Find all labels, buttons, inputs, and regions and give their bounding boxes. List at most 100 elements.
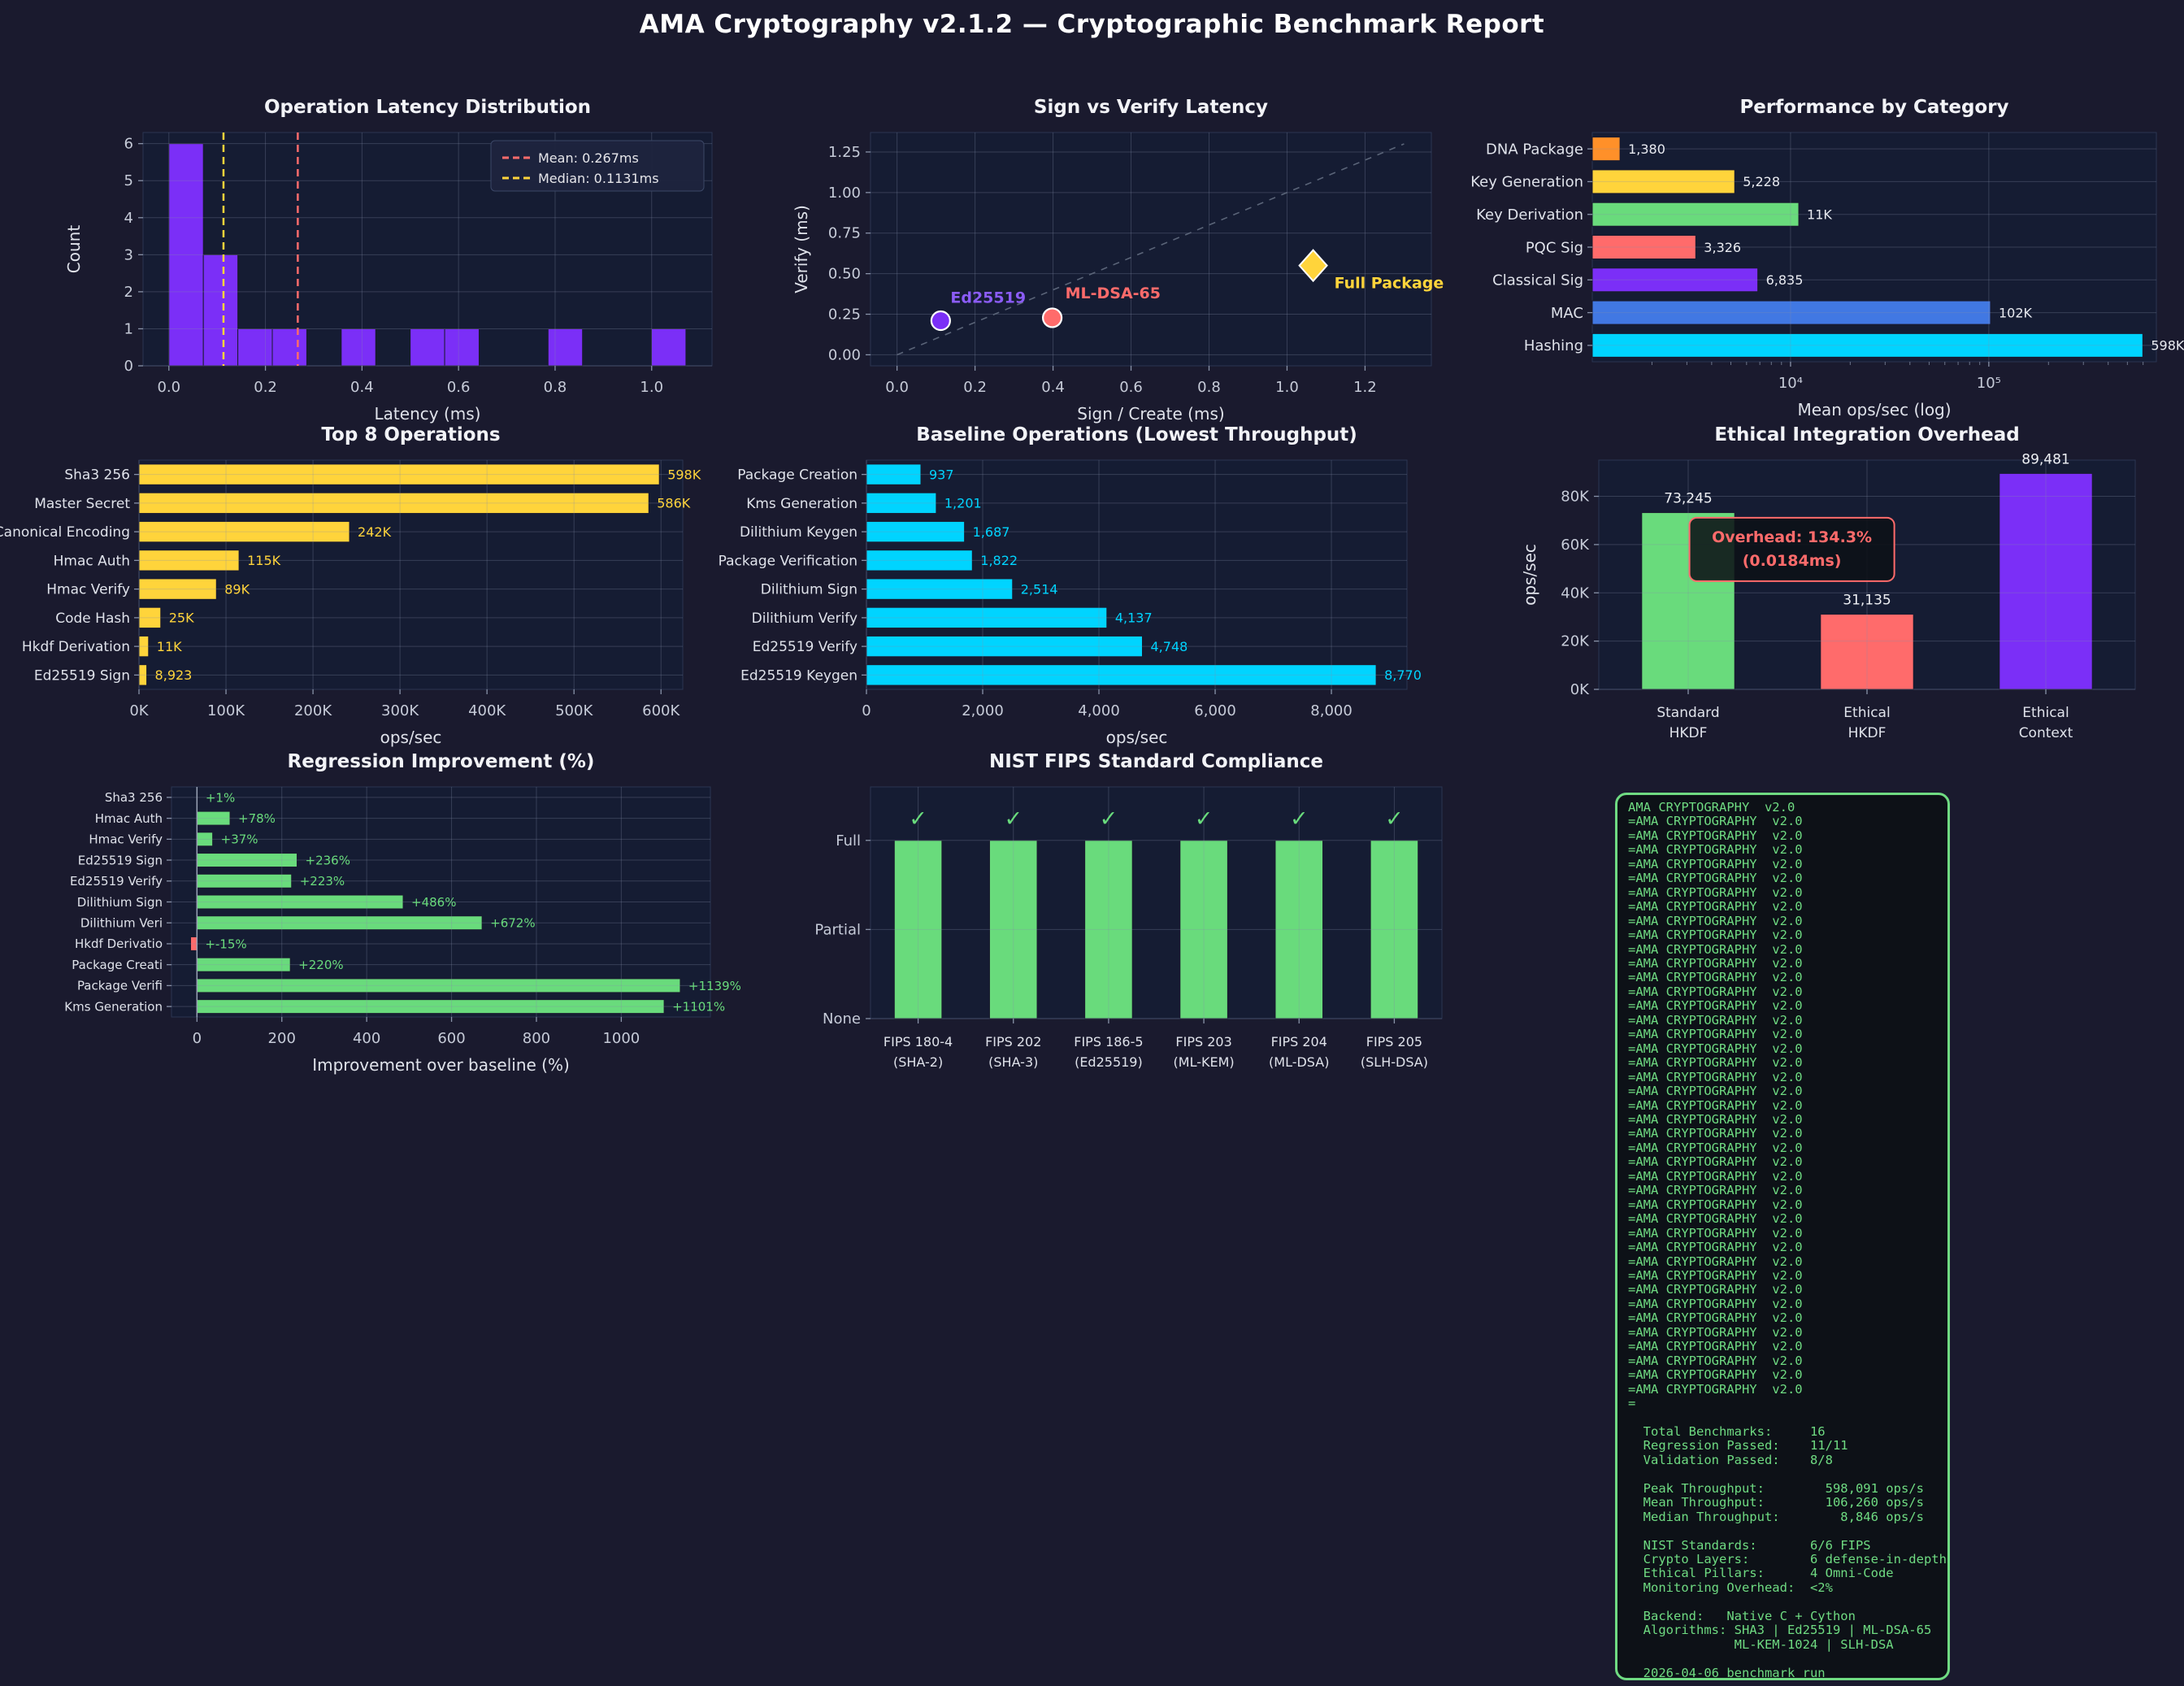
legend-label: Mean: 0.267ms (538, 150, 639, 166)
category-label: Context (2019, 725, 2073, 741)
x-tick-label: 10⁴ (1778, 375, 1803, 392)
x-tick-label: 8,000 (1310, 702, 1353, 719)
top-operations-panel: Top 8 Operations ops/sec Sha3 256 Master Se… (0, 411, 752, 768)
category-label: (ML-DSA) (1269, 1054, 1329, 1070)
bars (1591, 137, 2143, 358)
value-label: 5,228 (1743, 174, 1780, 189)
fips-compliance-panel: NIST FIPS Standard Compliance None Partial… (768, 740, 1483, 1114)
bar-fips-202-sha-3 (988, 840, 1038, 1019)
grid (871, 133, 1431, 366)
category-label: PQC Sig (1526, 239, 1583, 256)
x-tick-label: 0.2 (963, 379, 987, 396)
category-label: Kms Generation (64, 999, 163, 1014)
x-axis-label: ops/sec (380, 728, 442, 747)
category-label: FIPS 203 (1175, 1034, 1231, 1049)
value-label: 89,481 (2021, 451, 2069, 467)
x-tick-label: 0 (193, 1030, 202, 1047)
axes: DNA Package Key Generation Key Derivation P… (1470, 141, 2144, 392)
category-label: Dilithium Sign (77, 895, 163, 910)
x-tick-label: 1.0 (640, 379, 663, 396)
category-label: (SHA-2) (893, 1054, 943, 1070)
value-label: 937 (929, 467, 954, 482)
category-label: Package Verification (719, 553, 858, 569)
category-label: DNA Package (1486, 141, 1583, 158)
category-label: Ed25519 Sign (78, 853, 163, 867)
value-label: 598K (2151, 338, 2184, 354)
point-label-ml-dsa-65: ML-DSA-65 (1066, 285, 1161, 302)
category-label: Hashing (1524, 337, 1583, 354)
y-tick-label: 1.00 (828, 185, 861, 202)
category-label: Key Generation (1470, 174, 1583, 191)
x-tick-label: 0.8 (544, 379, 567, 396)
chart-title: Top 8 Operations (321, 424, 500, 445)
category-label: FIPS 180-4 (884, 1034, 953, 1049)
value-label: 1,687 (973, 524, 1010, 540)
x-axis-label: Improvement over baseline (%) (312, 1055, 570, 1075)
category-label: MAC (1551, 305, 1583, 322)
value-label: 11K (1807, 206, 1832, 222)
value-label: 31,135 (1843, 593, 1891, 609)
value-label: +672% (490, 916, 535, 931)
diagonal-reference-line (897, 143, 1405, 356)
value-label: +1% (206, 790, 235, 805)
category-label: Key Derivation (1476, 206, 1583, 224)
plot-area (870, 132, 1432, 367)
axes: Package Creation Kms Generation Dilithium … (719, 467, 1353, 719)
point-label-full-package: Full Package (1335, 275, 1444, 293)
category-label: Dilithium Verify (752, 611, 858, 627)
legend-box (490, 140, 705, 192)
y-tick-label: 1 (124, 320, 133, 337)
value-label: 4,748 (1151, 639, 1188, 654)
checkmark-icon: ✓ (1290, 806, 1309, 832)
histogram-bin (341, 328, 376, 367)
legend-label: Median: 0.1131ms (538, 171, 659, 186)
point-ed25519 (930, 310, 951, 332)
histogram-bin (237, 328, 273, 367)
ethical-overhead-chart: Ethical Integration Overhead ops/sec 0K 20K… (1520, 424, 2136, 741)
y-tick-label: 0 (124, 358, 133, 375)
y-tick-label: 0.50 (828, 266, 861, 283)
x-tick-label: 1000 (602, 1030, 640, 1047)
category-label: FIPS 186-5 (1074, 1034, 1143, 1049)
category-label: (SLH-DSA) (1361, 1054, 1428, 1070)
bar-dna-package (1591, 137, 1621, 162)
chart-title: Performance by Category (1739, 97, 2008, 118)
chart-title: Baseline Operations (Lowest Throughput) (916, 424, 1357, 445)
value-label: 8,923 (155, 667, 193, 683)
category-label: Package Creation (737, 467, 858, 484)
checkmark-icon: ✓ (1100, 806, 1118, 832)
value-label: 11K (157, 639, 182, 654)
sign-verify-scatter-chart: Sign vs Verify Latency Sign / Create (ms)… (792, 97, 1444, 424)
y-tick-label: 2 (124, 284, 133, 301)
x-axis-label: Latency (ms) (375, 404, 481, 424)
bar-master-secret (138, 492, 649, 515)
x-tick-label: 0.6 (447, 379, 471, 396)
category-label: Ed25519 Verify (70, 874, 163, 889)
grid (871, 787, 1442, 1019)
category-label: (ML-KEM) (1174, 1054, 1235, 1070)
bars (893, 840, 1419, 1019)
x-tick-label: 1.0 (1275, 379, 1299, 396)
x-axis-label: ops/sec (1106, 728, 1168, 747)
value-label: +37% (221, 832, 258, 847)
baseline-operations-chart: Baseline Operations (Lowest Throughput) o… (719, 424, 1422, 747)
x-tick-label: 0.4 (350, 379, 374, 396)
category-label: Hkdf Derivatio (75, 936, 163, 951)
y-tick-label: 80K (1561, 489, 1590, 506)
value-label: +236% (306, 853, 350, 867)
regression-improvement-chart: Regression Improvement (%) Improvement ov… (64, 751, 741, 1075)
ethical-overhead-panel: Ethical Integration Overhead ops/sec 0K 20K… (1496, 411, 2184, 793)
axes: Sha3 256 Master Secret Canonical Encoding H… (0, 467, 681, 719)
grid (172, 787, 710, 1017)
grid (138, 460, 683, 689)
category-label: Code Hash (55, 611, 130, 627)
category-label: (Ed25519) (1075, 1054, 1143, 1070)
annotation-text: (0.0184ms) (1743, 552, 1842, 570)
bars (189, 789, 681, 1015)
y-tick-label: 1.25 (828, 144, 861, 161)
chart-title: Regression Improvement (%) (288, 751, 595, 772)
overhead-annotation: Overhead: 134.3% (0.0184ms) (1688, 516, 1895, 582)
category-label: Hmac Auth (54, 553, 130, 569)
x-tick-label: 6,000 (1194, 702, 1236, 719)
